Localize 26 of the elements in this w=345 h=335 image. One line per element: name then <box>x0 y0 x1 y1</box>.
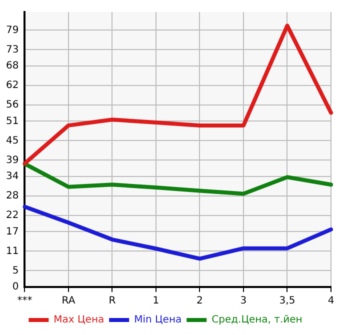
y-tick-label: 5 <box>12 265 19 276</box>
y-tick-label: 39 <box>6 154 19 166</box>
y-tick-label: 51 <box>6 116 19 127</box>
y-tick-label: 56 <box>6 100 19 111</box>
y-tick-label: 28 <box>6 190 19 202</box>
legend-label: Сред.Цена, т.йен <box>212 314 302 326</box>
y-tick-label: 17 <box>6 226 19 238</box>
x-tick-label: 1 <box>152 296 160 307</box>
x-tick-label: 3,5 <box>279 296 296 307</box>
x-tick-label: RA <box>62 296 76 307</box>
y-tick-label: 79 <box>6 24 19 36</box>
y-tick-label: 11 <box>6 246 19 257</box>
legend-label: Max Цена <box>54 314 104 326</box>
x-tick-label: 4 <box>328 296 334 307</box>
y-tick-label: 34 <box>6 171 19 182</box>
x-tick-label: 2 <box>196 296 203 307</box>
y-tick-label: 0 <box>12 282 19 293</box>
y-tick-label: 45 <box>6 135 19 146</box>
y-tick-label: 22 <box>6 210 19 222</box>
y-tick-label: 62 <box>6 80 19 92</box>
x-tick-label: *** <box>17 296 32 307</box>
y-tick-label: 68 <box>6 60 19 72</box>
y-tick-label: 73 <box>6 44 19 56</box>
x-tick-label: R <box>108 296 116 307</box>
x-tick-label: 3 <box>240 296 247 307</box>
legend-label: Min Цена <box>134 314 182 326</box>
